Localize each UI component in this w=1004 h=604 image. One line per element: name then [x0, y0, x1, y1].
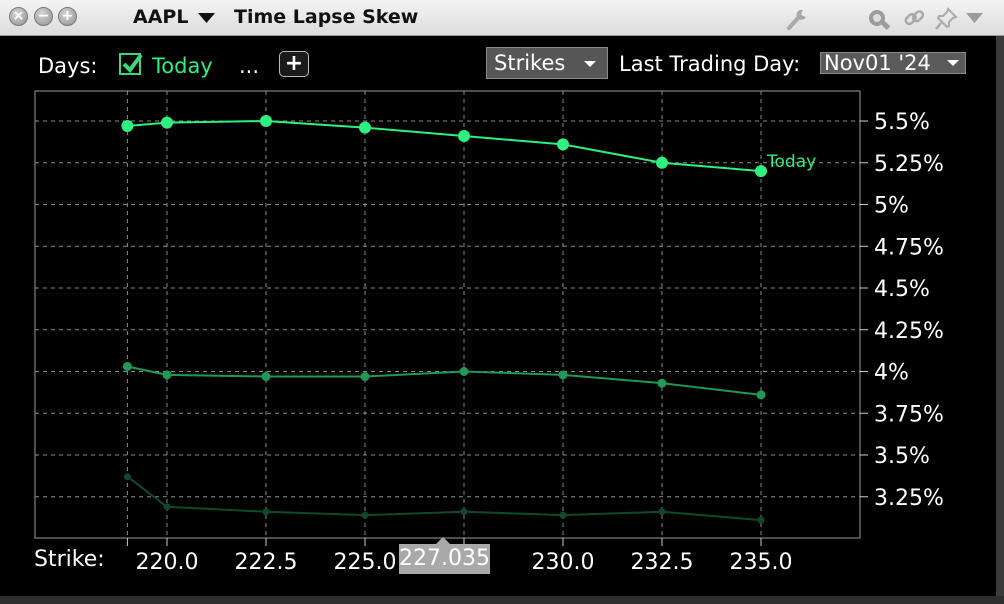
plot-area-border — [34, 90, 861, 539]
more-days-ellipsis[interactable]: ... — [239, 54, 260, 78]
symbol-selector[interactable]: AAPL — [133, 6, 188, 28]
series-1-point — [656, 156, 668, 169]
last-trading-day-label: Last Trading Day: — [619, 52, 801, 76]
series-2-point — [657, 378, 667, 388]
series-1-point — [121, 120, 134, 133]
symbol-label: AAPL — [133, 6, 189, 28]
series-1-point — [260, 115, 272, 127]
x-tick-label: 220.0 — [136, 550, 199, 575]
series-1-point — [458, 130, 470, 143]
checkmark-icon — [122, 53, 143, 74]
series-3-point — [123, 473, 131, 481]
series-1-point — [359, 121, 371, 134]
y-tick-label: 4% — [874, 361, 909, 386]
hover-pointer — [436, 537, 450, 544]
series-2-point — [122, 361, 132, 371]
strikes-dropdown-label: Strikes — [494, 51, 566, 75]
y-tick-label: 3.25% — [874, 486, 944, 511]
maximize-window-icon[interactable]: + — [58, 7, 77, 26]
series-3-point — [658, 508, 666, 516]
series-2-point — [558, 370, 568, 380]
series-3-point — [559, 511, 567, 519]
window-border-right — [996, 36, 1004, 604]
last-trading-day-value: Nov01 '24 — [824, 51, 931, 75]
chevron-down-icon — [584, 61, 596, 67]
today-label[interactable]: Today — [152, 54, 213, 78]
y-tick-label: 4.75% — [874, 235, 944, 260]
series-2-point — [360, 372, 370, 382]
window-title: Time Lapse Skew — [234, 6, 419, 28]
y-tick-label: 3.5% — [874, 444, 930, 469]
x-tick-label: 230.0 — [532, 550, 595, 575]
series-1-point — [161, 116, 173, 129]
y-tick-label: 4.25% — [874, 319, 944, 344]
today-checkbox[interactable] — [119, 53, 143, 75]
title-bar: × − + AAPL Time Lapse Skew — [0, 0, 1004, 36]
series-3-point — [361, 511, 369, 519]
y-tick-label: 5% — [874, 194, 909, 219]
series-line-1 — [127, 119, 762, 173]
x-tick-label: 225.0 — [334, 550, 397, 575]
x-tick-label: 232.5 — [631, 550, 694, 575]
series-1-point — [755, 165, 767, 178]
add-day-button[interactable]: + — [279, 51, 309, 77]
link-icon[interactable] — [902, 7, 928, 31]
window-menu-icon[interactable] — [966, 13, 983, 24]
x-tick-label: 222.5 — [235, 550, 298, 575]
series-3-point — [757, 516, 765, 524]
series-line-3 — [126, 475, 762, 522]
search-icon[interactable] — [866, 7, 892, 31]
series-1-point — [557, 138, 569, 151]
series-2-point — [459, 367, 469, 376]
x-tick-label: 235.0 — [730, 550, 793, 575]
series-name-label: Today — [766, 152, 816, 172]
x-axis-label: Strike: — [34, 547, 105, 572]
days-label: Days: — [38, 54, 98, 78]
wrench-icon[interactable] — [785, 7, 809, 31]
series-2-point — [261, 372, 271, 382]
y-tick-label: 4.5% — [874, 277, 930, 302]
y-tick-label: 5.5% — [874, 110, 930, 135]
chevron-down-icon — [947, 60, 959, 66]
minimize-window-icon[interactable]: − — [34, 7, 53, 26]
series-3-point — [460, 508, 468, 516]
symbol-dropdown-icon[interactable] — [198, 13, 215, 24]
hover-strike-badge — [399, 544, 490, 574]
series-2-point — [756, 390, 766, 400]
pin-icon[interactable] — [934, 7, 958, 31]
strikes-dropdown[interactable]: Strikes — [486, 47, 608, 79]
hover-strike-value: 227.035 — [399, 546, 490, 571]
series-line-2 — [127, 365, 762, 396]
series-3-point — [163, 503, 171, 511]
y-tick-label: 3.75% — [874, 402, 944, 427]
series-3-point — [262, 508, 270, 516]
window-border-bottom — [0, 596, 1004, 604]
close-window-icon[interactable]: × — [9, 7, 28, 26]
series-2-point — [162, 370, 172, 380]
last-trading-day-dropdown[interactable]: Nov01 '24 — [820, 51, 966, 75]
y-tick-label: 5.25% — [874, 152, 944, 177]
